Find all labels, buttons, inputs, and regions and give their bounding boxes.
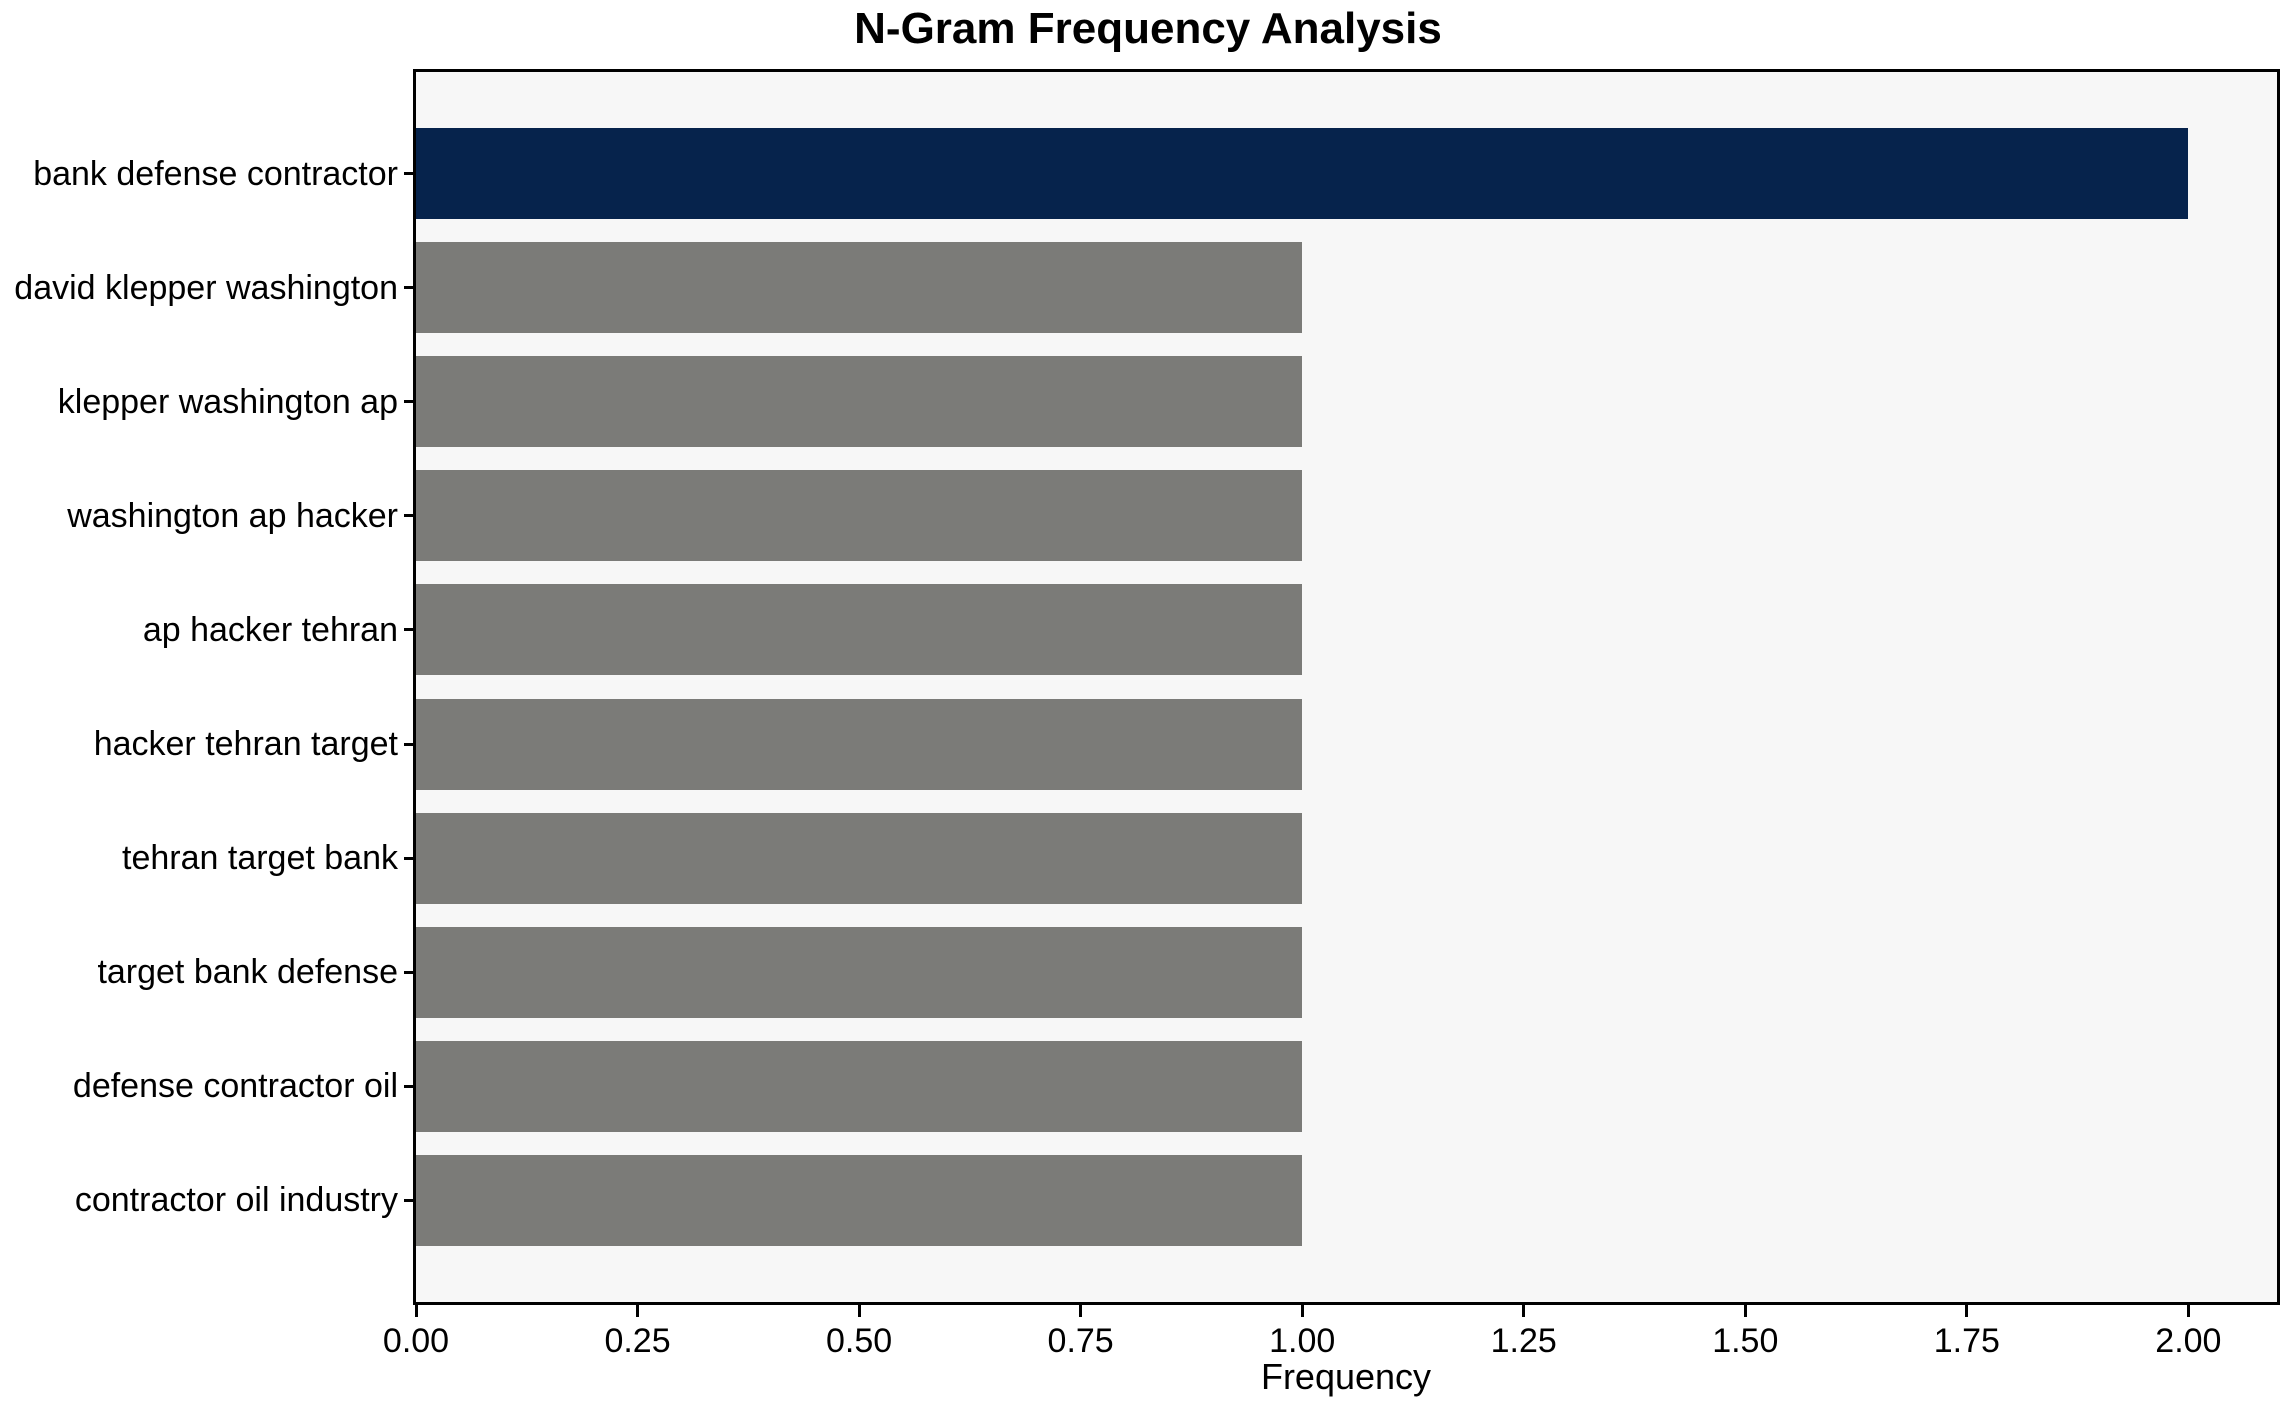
x-tick-label: 0.00 xyxy=(382,1322,450,1360)
x-tick-label: 1.25 xyxy=(1490,1322,1557,1360)
x-tick-mark xyxy=(1965,1305,1969,1317)
y-tick-mark xyxy=(404,742,413,746)
y-tick-mark xyxy=(404,1198,413,1202)
x-tick-label: 1.75 xyxy=(1933,1322,2000,1360)
x-tick-mark xyxy=(2186,1305,2190,1317)
y-tick-label: klepper washington ap xyxy=(57,382,398,421)
y-tick-mark xyxy=(404,856,413,860)
bar xyxy=(416,812,1303,904)
x-tick-mark xyxy=(1079,1305,1083,1317)
y-tick-label: hacker tehran target xyxy=(93,725,398,764)
y-tick-mark xyxy=(404,628,413,632)
x-tick-mark xyxy=(1522,1305,1526,1317)
chart-title: N-Gram Frequency Analysis xyxy=(854,4,1442,53)
y-tick-mark xyxy=(404,286,413,290)
x-tick-label: 0.25 xyxy=(604,1322,671,1360)
y-tick-label: bank defense contractor xyxy=(33,154,398,193)
x-tick-mark xyxy=(414,1305,418,1317)
y-tick-mark xyxy=(404,400,413,404)
x-tick-mark xyxy=(636,1305,640,1317)
y-tick-label: target bank defense xyxy=(97,953,398,992)
plot-area xyxy=(413,69,2280,1305)
y-tick-mark xyxy=(404,970,413,974)
y-tick-mark xyxy=(404,1084,413,1088)
x-tick-mark xyxy=(1743,1305,1747,1317)
x-tick-mark xyxy=(1300,1305,1304,1317)
plot-inner xyxy=(416,72,2277,1302)
y-tick-label: washington ap hacker xyxy=(67,496,398,535)
bar xyxy=(416,242,1303,334)
x-tick-mark xyxy=(857,1305,861,1317)
bar xyxy=(416,926,1303,1018)
x-tick-label: 0.75 xyxy=(1047,1322,1114,1360)
bar xyxy=(416,470,1303,562)
bar xyxy=(416,1154,1303,1246)
bar xyxy=(416,698,1303,790)
bar xyxy=(416,1040,1303,1132)
x-tick-label: 1.00 xyxy=(1269,1322,1336,1360)
y-tick-mark xyxy=(404,172,413,176)
y-tick-label: defense contractor oil xyxy=(72,1067,398,1106)
bar xyxy=(416,356,1303,448)
x-tick-label: 2.00 xyxy=(2155,1322,2222,1360)
y-tick-label: contractor oil industry xyxy=(74,1181,398,1220)
y-tick-label: tehran target bank xyxy=(122,839,398,878)
bar xyxy=(416,584,1303,676)
x-axis-label: Frequency xyxy=(1260,1356,1432,1397)
x-tick-label: 0.50 xyxy=(826,1322,893,1360)
y-tick-label: ap hacker tehran xyxy=(142,610,398,649)
y-tick-mark xyxy=(404,514,413,518)
bar xyxy=(416,128,2189,220)
x-tick-label: 1.50 xyxy=(1712,1322,1779,1360)
y-tick-label: david klepper washington xyxy=(14,268,398,307)
